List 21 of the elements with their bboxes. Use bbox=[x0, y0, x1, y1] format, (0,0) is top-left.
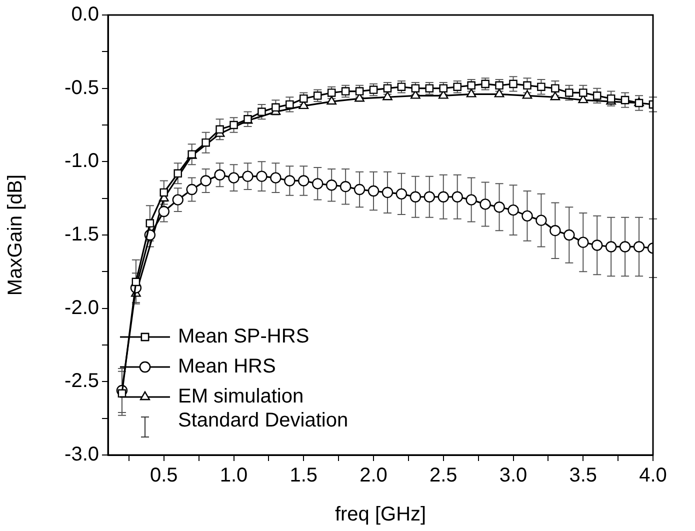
x-tick-label: 3.5 bbox=[569, 464, 598, 487]
legend-label: Mean HRS bbox=[178, 356, 276, 378]
y-tick-label: -1.5 bbox=[64, 224, 99, 246]
y-tick-label: -1.0 bbox=[64, 150, 99, 172]
annotation: Standard Deviation bbox=[178, 410, 348, 432]
x-tick-label: 1.5 bbox=[290, 464, 318, 487]
y-tick-label: -3.0 bbox=[64, 444, 99, 466]
x-tick-label: 3.0 bbox=[499, 464, 528, 487]
legend-label: Mean SP-HRS bbox=[178, 326, 310, 348]
y-tick-label: -2.0 bbox=[64, 296, 99, 319]
y-tick-label: -2.5 bbox=[64, 370, 99, 392]
y-axis-title: MaxGain [dB] bbox=[4, 174, 27, 296]
x-tick-label: 2.5 bbox=[429, 464, 458, 487]
x-tick-label: 0.5 bbox=[150, 464, 178, 487]
x-tick-label: 4.0 bbox=[639, 464, 667, 487]
x-tick-label: 1.0 bbox=[220, 464, 248, 487]
y-tick-label: 0.0 bbox=[71, 4, 99, 26]
y-tick-label: -0.5 bbox=[64, 76, 99, 99]
x-tick-label: 2.0 bbox=[360, 464, 388, 487]
x-axis-title: freq [GHz] bbox=[334, 504, 426, 526]
legend-label: EM simulation bbox=[178, 386, 304, 408]
